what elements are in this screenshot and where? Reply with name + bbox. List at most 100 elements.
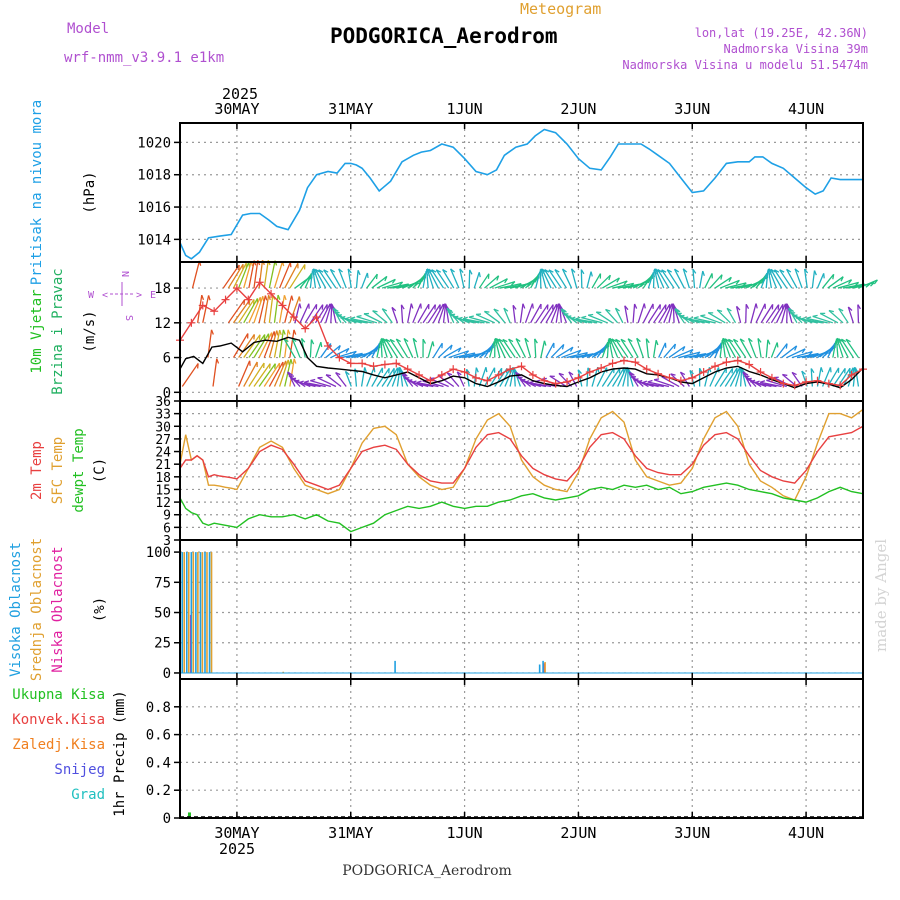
wind-barb	[227, 299, 246, 324]
wind-barb	[620, 338, 634, 358]
wind-barb	[544, 269, 557, 289]
wind-barb	[734, 367, 742, 387]
wind-barb-head	[291, 377, 297, 380]
wind-barb-head	[465, 368, 471, 374]
wind-barb	[606, 367, 621, 387]
wind-barb	[428, 268, 439, 289]
wind-barb	[456, 371, 465, 387]
wind-barb	[770, 342, 778, 358]
panel-unit: (%)	[92, 597, 108, 622]
y-tick-label: 12	[154, 316, 171, 332]
wind-barb	[714, 342, 722, 358]
wind-barb-head	[196, 295, 198, 300]
panel-frame	[179, 678, 864, 819]
wind-barb	[508, 338, 521, 358]
wind-barb	[191, 260, 201, 289]
cloud-bar-high	[190, 552, 193, 673]
wind-barb-head	[206, 330, 208, 335]
wind-barb-head	[796, 316, 802, 319]
wind-barb	[212, 358, 218, 387]
wind-barb	[653, 379, 675, 388]
wind-barb	[238, 299, 255, 324]
wind-barb-head	[634, 303, 638, 309]
wind-barb-head	[748, 337, 753, 343]
wind-barb	[223, 359, 227, 387]
series-line-speed	[179, 336, 864, 389]
panel-label: dewpt Temp	[71, 428, 87, 512]
wind-barb	[494, 338, 501, 358]
wind-barb-head	[391, 278, 396, 284]
wind-barb-head	[720, 274, 723, 280]
wind-barb-head	[279, 329, 282, 336]
wind-barb	[727, 338, 742, 358]
wind-barb	[673, 348, 694, 359]
wind-barb	[400, 304, 404, 323]
wind-barb-head	[318, 269, 324, 273]
wind-barb	[489, 278, 508, 289]
wind-barb-head	[627, 338, 633, 343]
compass-left-arrow: <	[102, 290, 108, 301]
wind-barb	[642, 382, 664, 388]
wind-barb-head	[746, 377, 752, 380]
wind-barb	[284, 263, 299, 289]
wind-barb-head	[515, 371, 521, 376]
cloud-bar-high	[195, 552, 197, 673]
y-tick-label: 6	[163, 351, 171, 367]
wind-barb-head	[759, 380, 766, 383]
wind-barb	[320, 303, 331, 324]
wind-barb	[725, 282, 747, 289]
wind-barb	[534, 338, 537, 358]
series-line-sfc_temp	[179, 408, 864, 501]
wind-barb	[263, 295, 270, 323]
wind-barb	[816, 367, 822, 387]
wind-barb	[739, 338, 752, 358]
wind-barb	[775, 343, 788, 358]
wind-barb	[502, 339, 516, 358]
wind-barb	[489, 367, 503, 387]
cloud-bar-high	[394, 660, 396, 673]
wind-barb	[704, 367, 711, 387]
wind-barb	[828, 310, 844, 324]
footer-station: PODGORICA_Aerodrom	[342, 863, 512, 879]
wind-barb	[499, 283, 522, 289]
cloud-bar-high	[538, 664, 541, 673]
wind-barb	[575, 318, 598, 324]
wind-barb-head	[469, 269, 473, 275]
wind-barb	[268, 260, 276, 289]
wind-barb	[399, 368, 404, 387]
wind-barb	[350, 317, 372, 324]
wind-barb-head	[291, 295, 294, 301]
wind-barb	[381, 308, 393, 324]
wind-barb	[273, 360, 287, 387]
wind-barb-head	[357, 270, 361, 276]
wind-barb	[268, 294, 274, 323]
wind-barb-head	[262, 296, 265, 302]
cloud-bar-mid	[201, 552, 204, 673]
wind-barb	[709, 274, 723, 289]
wind-barb-head	[373, 367, 376, 373]
wind-barb-head	[629, 373, 635, 376]
wind-barb	[832, 279, 852, 289]
wind-barb	[692, 269, 696, 289]
wind-barb-head	[794, 268, 800, 273]
wind-barb-head	[485, 367, 488, 373]
wind-barb	[601, 341, 609, 358]
wind-barb	[278, 359, 289, 387]
wind-barb-head	[577, 369, 582, 374]
wind-barb-head	[456, 371, 462, 376]
wind-barb	[663, 303, 673, 324]
wind-barb-head	[337, 345, 341, 351]
wind-barb	[719, 339, 723, 358]
wind-barb	[812, 315, 834, 324]
y-tick-label: 1014	[137, 232, 171, 248]
wind-barb-head	[301, 337, 306, 343]
wind-barb	[658, 303, 671, 324]
bottom-day-label: 2JUN	[560, 824, 596, 842]
wind-barb	[243, 260, 252, 289]
wind-barb	[203, 330, 206, 358]
top-day-label: 1JUN	[447, 100, 483, 118]
wind-barb	[540, 304, 554, 324]
wind-barb	[253, 296, 264, 324]
wind-barb	[636, 338, 644, 358]
panel-unit: (m/s)	[82, 310, 98, 352]
